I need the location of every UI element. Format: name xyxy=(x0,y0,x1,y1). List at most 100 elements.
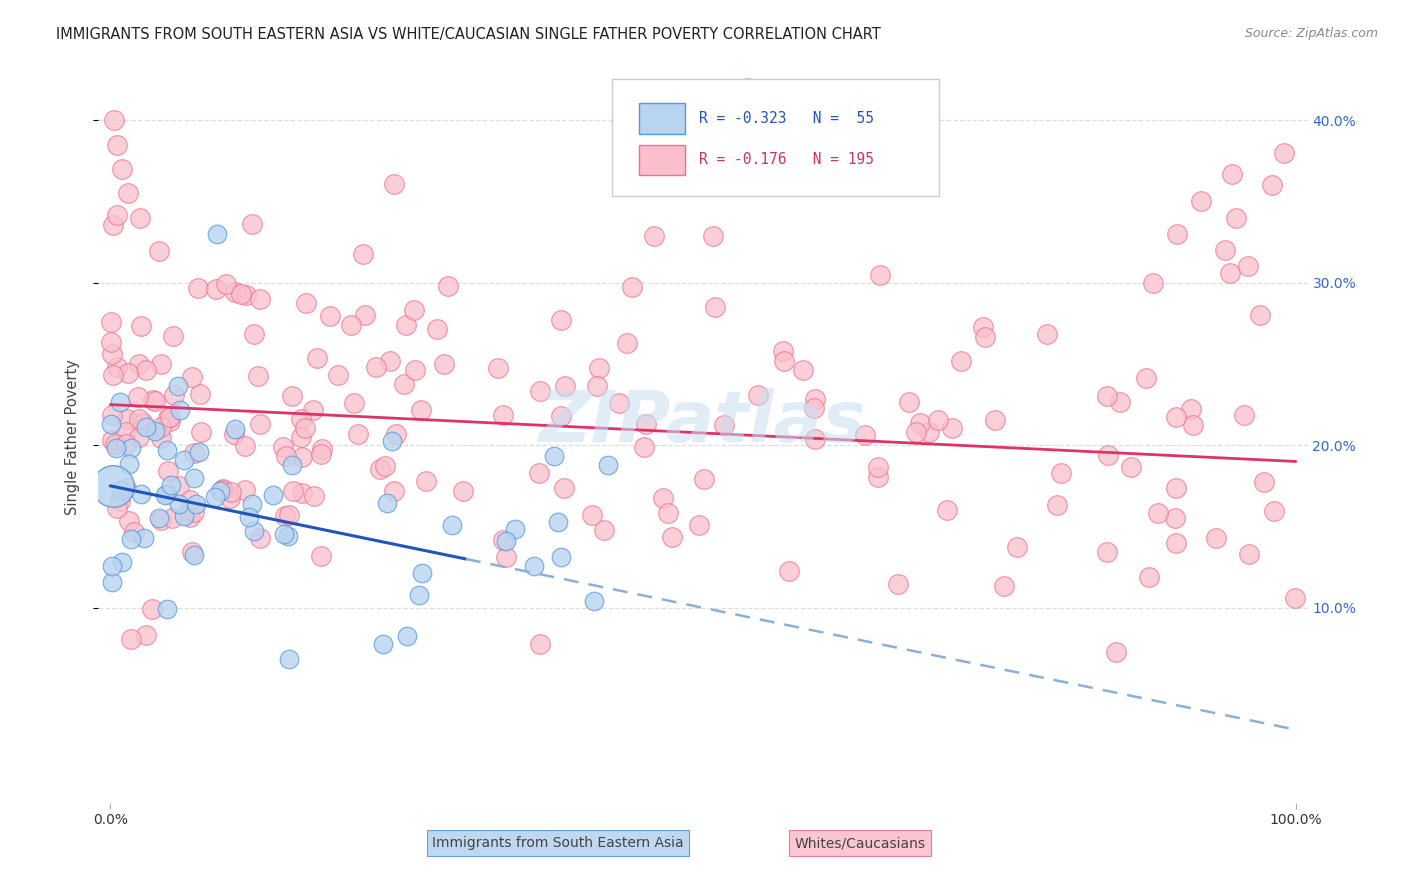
Point xyxy=(1005,540,1028,554)
Point xyxy=(149,420,172,434)
Point xyxy=(392,377,415,392)
Point xyxy=(181,370,204,384)
Point xyxy=(117,412,139,426)
Point xyxy=(1164,511,1187,525)
Point xyxy=(173,452,195,467)
Point xyxy=(157,464,180,478)
Point xyxy=(492,408,515,422)
Point xyxy=(187,445,209,459)
Point xyxy=(869,268,891,282)
Point xyxy=(692,472,714,486)
Point xyxy=(581,508,603,522)
Point xyxy=(249,531,271,545)
Point xyxy=(153,488,176,502)
Point xyxy=(1180,401,1202,416)
Point xyxy=(148,511,170,525)
Point xyxy=(100,315,122,329)
Point xyxy=(205,227,228,241)
Point xyxy=(143,424,166,438)
Point xyxy=(586,378,609,392)
Point xyxy=(347,426,370,441)
Point xyxy=(436,278,458,293)
Point xyxy=(211,483,233,497)
Point xyxy=(110,394,132,409)
Point xyxy=(135,628,157,642)
Point xyxy=(309,549,332,563)
Point xyxy=(918,425,941,439)
Point xyxy=(114,482,136,496)
Point xyxy=(167,497,190,511)
Point xyxy=(143,394,166,409)
Point xyxy=(105,500,128,515)
Point xyxy=(224,285,246,300)
Point xyxy=(309,446,332,460)
Point xyxy=(523,559,546,574)
Point xyxy=(1189,194,1212,209)
Point xyxy=(262,488,284,502)
Point xyxy=(291,450,314,464)
Point xyxy=(118,514,141,528)
Point xyxy=(1097,389,1119,403)
Point xyxy=(124,524,146,539)
Point xyxy=(115,425,138,439)
Point xyxy=(353,308,375,322)
Point xyxy=(188,387,211,401)
Point xyxy=(101,408,124,422)
Point xyxy=(1119,460,1142,475)
Point xyxy=(1097,448,1119,462)
Point xyxy=(1249,308,1271,322)
Point xyxy=(180,545,202,559)
Point xyxy=(339,318,361,333)
Text: Immigrants from South Eastern Asia: Immigrants from South Eastern Asia xyxy=(432,836,683,850)
Point xyxy=(773,353,796,368)
Point xyxy=(378,354,401,368)
Point xyxy=(1166,410,1188,425)
Point xyxy=(162,510,184,524)
Point xyxy=(129,486,152,500)
Point xyxy=(179,493,201,508)
Point xyxy=(150,357,173,371)
Point xyxy=(804,392,827,406)
Point xyxy=(148,244,170,258)
Point xyxy=(803,401,825,415)
Point xyxy=(302,489,325,503)
Point xyxy=(408,588,430,602)
Point xyxy=(643,229,665,244)
Point xyxy=(219,491,242,505)
Point xyxy=(238,510,260,524)
Point xyxy=(100,417,122,432)
Point xyxy=(117,367,139,381)
Point xyxy=(118,458,141,472)
Point xyxy=(529,637,551,651)
Point xyxy=(395,318,418,333)
Point xyxy=(235,287,257,301)
Point xyxy=(291,486,314,500)
Point xyxy=(866,460,889,475)
Point xyxy=(114,437,136,451)
Point xyxy=(633,440,655,454)
Point xyxy=(233,483,256,497)
Bar xyxy=(638,103,685,134)
Point xyxy=(211,483,233,498)
Point xyxy=(156,410,179,425)
Point xyxy=(100,575,122,590)
Point xyxy=(159,414,181,428)
Point xyxy=(1181,417,1204,432)
Point xyxy=(1261,178,1284,193)
Point xyxy=(395,630,418,644)
Point xyxy=(792,362,814,376)
Point xyxy=(972,320,994,334)
Point xyxy=(159,409,181,424)
Point xyxy=(620,279,643,293)
Text: R = -0.323   N =  55: R = -0.323 N = 55 xyxy=(699,111,875,126)
Point xyxy=(495,534,517,549)
Point xyxy=(187,281,209,295)
Point xyxy=(294,421,316,435)
Point xyxy=(273,527,295,541)
Point xyxy=(1225,211,1247,225)
Point xyxy=(128,412,150,426)
Point xyxy=(1147,507,1170,521)
Point xyxy=(1164,536,1187,550)
Point xyxy=(941,420,963,434)
Point xyxy=(277,529,299,543)
